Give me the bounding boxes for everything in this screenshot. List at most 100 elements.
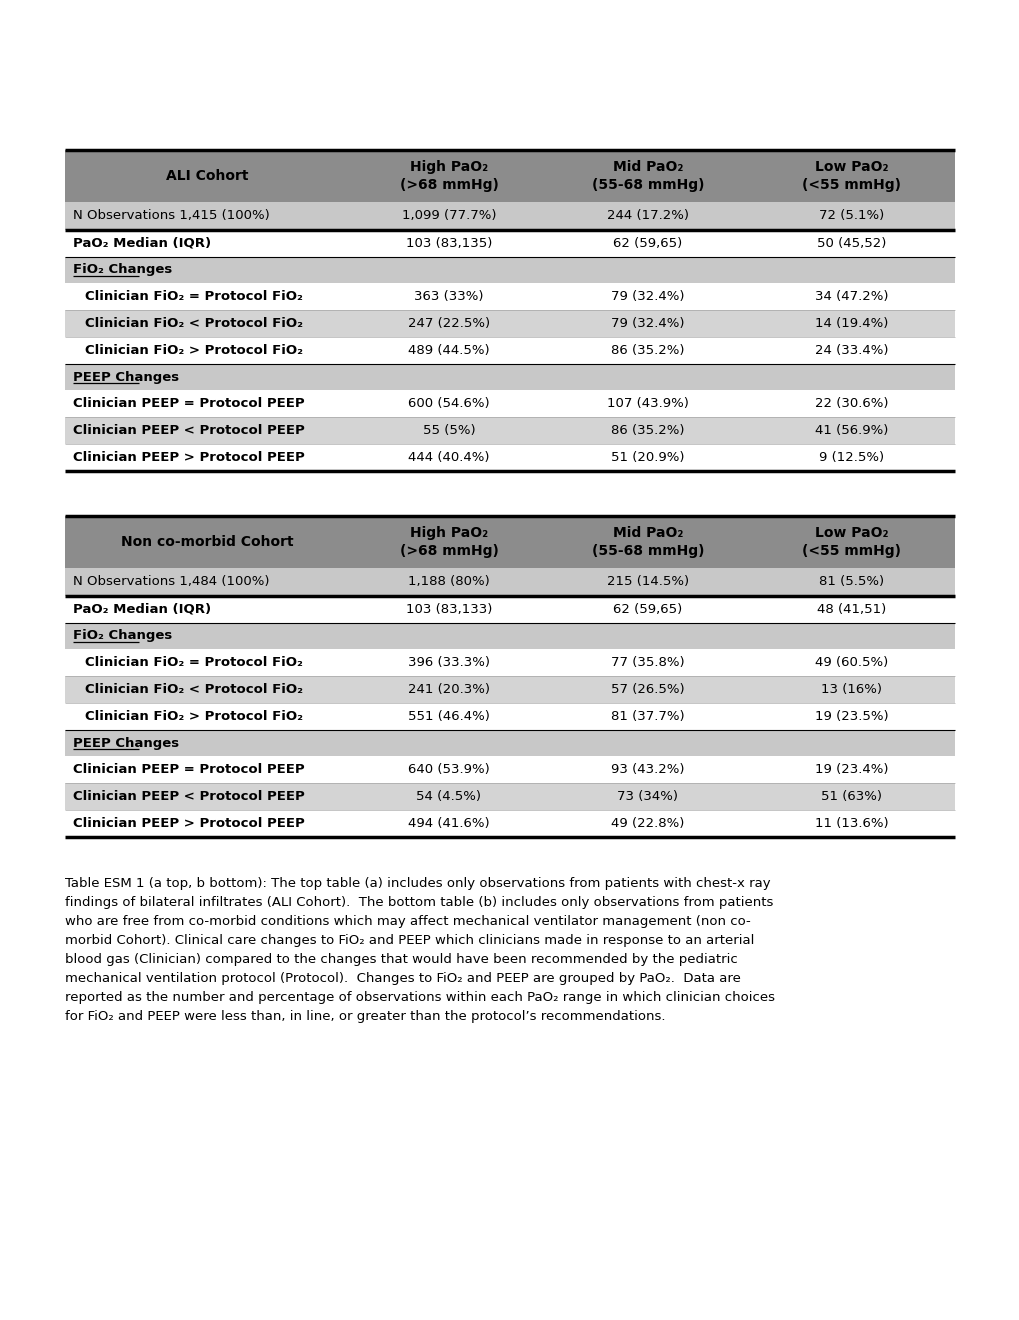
Text: 81 (5.5%): 81 (5.5%) [818,576,883,589]
Text: 49 (22.8%): 49 (22.8%) [610,817,684,830]
Text: Clinician FiO₂ > Protocol FiO₂: Clinician FiO₂ > Protocol FiO₂ [85,345,303,356]
Text: High PaO₂: High PaO₂ [410,160,487,174]
Text: 79 (32.4%): 79 (32.4%) [610,290,684,304]
Text: reported as the number and percentage of observations within each PaO₂ range in : reported as the number and percentage of… [65,991,774,1005]
Text: Clinician FiO₂ = Protocol FiO₂: Clinician FiO₂ = Protocol FiO₂ [85,290,303,304]
Bar [65,516,954,568]
Text: 81 (37.7%): 81 (37.7%) [610,710,684,723]
Text: 86 (35.2%): 86 (35.2%) [610,424,684,437]
Text: 14 (19.4%): 14 (19.4%) [814,317,888,330]
Text: PaO₂ Median (IQR): PaO₂ Median (IQR) [73,238,211,249]
Text: Clinician PEEP < Protocol PEEP: Clinician PEEP < Protocol PEEP [73,789,305,803]
Text: 19 (23.4%): 19 (23.4%) [814,763,888,776]
Text: who are free from co-morbid conditions which may affect mechanical ventilator ma: who are free from co-morbid conditions w… [65,915,750,928]
Text: 103 (83,135): 103 (83,135) [406,238,492,249]
Text: 551 (46.4%): 551 (46.4%) [408,710,489,723]
Text: 107 (43.9%): 107 (43.9%) [606,397,688,411]
Text: FiO₂ Changes: FiO₂ Changes [73,264,172,276]
Text: 103 (83,133): 103 (83,133) [406,603,492,616]
Text: Clinician FiO₂ < Protocol FiO₂: Clinician FiO₂ < Protocol FiO₂ [85,682,303,696]
Text: (>68 mmHg): (>68 mmHg) [399,544,498,558]
Text: 34 (47.2%): 34 (47.2%) [814,290,888,304]
Bar [65,730,954,756]
Text: 49 (60.5%): 49 (60.5%) [814,656,888,669]
Text: 13 (16%): 13 (16%) [820,682,881,696]
Text: 62 (59,65): 62 (59,65) [612,603,682,616]
Text: 22 (30.6%): 22 (30.6%) [814,397,888,411]
Text: 77 (35.8%): 77 (35.8%) [610,656,684,669]
Text: Clinician FiO₂ < Protocol FiO₂: Clinician FiO₂ < Protocol FiO₂ [85,317,303,330]
Text: 247 (22.5%): 247 (22.5%) [408,317,489,330]
Text: 24 (33.4%): 24 (33.4%) [814,345,888,356]
Bar [65,150,954,202]
Bar [65,783,954,810]
Text: Mid PaO₂: Mid PaO₂ [612,527,683,540]
Text: Non co-morbid Cohort: Non co-morbid Cohort [121,535,293,549]
Text: (55-68 mmHg): (55-68 mmHg) [591,178,703,191]
Text: 55 (5%): 55 (5%) [422,424,475,437]
Text: 72 (5.1%): 72 (5.1%) [818,210,883,223]
Text: 600 (54.6%): 600 (54.6%) [408,397,489,411]
Bar [65,676,954,704]
Text: 396 (33.3%): 396 (33.3%) [408,656,489,669]
Text: 494 (41.6%): 494 (41.6%) [408,817,489,830]
Text: Clinician FiO₂ > Protocol FiO₂: Clinician FiO₂ > Protocol FiO₂ [85,710,303,723]
Bar [65,623,954,649]
Text: 1,188 (80%): 1,188 (80%) [408,576,489,589]
Bar [65,597,954,623]
Text: Low PaO₂: Low PaO₂ [814,160,888,174]
Text: 215 (14.5%): 215 (14.5%) [606,576,689,589]
Text: (55-68 mmHg): (55-68 mmHg) [591,544,703,558]
Text: mechanical ventilation protocol (Protocol).  Changes to FiO₂ and PEEP are groupe: mechanical ventilation protocol (Protoco… [65,972,740,985]
Text: 48 (41,51): 48 (41,51) [816,603,886,616]
Text: (<55 mmHg): (<55 mmHg) [801,544,900,558]
Text: Clinician PEEP < Protocol PEEP: Clinician PEEP < Protocol PEEP [73,424,305,437]
Bar [65,417,954,444]
Bar [65,364,954,389]
Bar [65,704,954,730]
Bar [65,257,954,282]
Bar [65,756,954,783]
Text: 86 (35.2%): 86 (35.2%) [610,345,684,356]
Text: 244 (17.2%): 244 (17.2%) [606,210,688,223]
Bar [65,202,954,230]
Text: Clinician PEEP = Protocol PEEP: Clinician PEEP = Protocol PEEP [73,397,305,411]
Text: Low PaO₂: Low PaO₂ [814,527,888,540]
Text: 489 (44.5%): 489 (44.5%) [408,345,489,356]
Bar [65,230,954,257]
Text: 444 (40.4%): 444 (40.4%) [408,451,489,465]
Text: PaO₂ Median (IQR): PaO₂ Median (IQR) [73,603,211,616]
Bar [65,444,954,471]
Text: 640 (53.9%): 640 (53.9%) [408,763,489,776]
Text: FiO₂ Changes: FiO₂ Changes [73,630,172,643]
Text: N Observations 1,415 (100%): N Observations 1,415 (100%) [73,210,269,223]
Bar [65,389,954,417]
Text: 51 (20.9%): 51 (20.9%) [610,451,684,465]
Text: 11 (13.6%): 11 (13.6%) [814,817,888,830]
Bar [65,649,954,676]
Text: Clinician PEEP > Protocol PEEP: Clinician PEEP > Protocol PEEP [73,817,305,830]
Text: morbid Cohort). Clinical care changes to FiO₂ and PEEP which clinicians made in : morbid Cohort). Clinical care changes to… [65,935,754,946]
Text: 54 (4.5%): 54 (4.5%) [416,789,481,803]
Text: 73 (34%): 73 (34%) [616,789,678,803]
Text: Clinician PEEP > Protocol PEEP: Clinician PEEP > Protocol PEEP [73,451,305,465]
Bar [65,310,954,337]
Text: N Observations 1,484 (100%): N Observations 1,484 (100%) [73,576,269,589]
Text: 363 (33%): 363 (33%) [414,290,483,304]
Text: (<55 mmHg): (<55 mmHg) [801,178,900,191]
Text: PEEP Changes: PEEP Changes [73,371,179,384]
Text: Mid PaO₂: Mid PaO₂ [612,160,683,174]
Text: ALI Cohort: ALI Cohort [166,169,249,183]
Text: 9 (12.5%): 9 (12.5%) [818,451,883,465]
Text: (>68 mmHg): (>68 mmHg) [399,178,498,191]
Text: for FiO₂ and PEEP were less than, in line, or greater than the protocol’s recomm: for FiO₂ and PEEP were less than, in lin… [65,1010,664,1023]
Text: 50 (45,52): 50 (45,52) [816,238,886,249]
Text: Table ESM 1 (a top, b bottom): The top table (a) includes only observations from: Table ESM 1 (a top, b bottom): The top t… [65,876,770,890]
Text: 93 (43.2%): 93 (43.2%) [610,763,684,776]
Text: findings of bilateral infiltrates (ALI Cohort).  The bottom table (b) includes o: findings of bilateral infiltrates (ALI C… [65,896,772,909]
Text: 1,099 (77.7%): 1,099 (77.7%) [401,210,496,223]
Bar [65,337,954,364]
Text: 62 (59,65): 62 (59,65) [612,238,682,249]
Text: 57 (26.5%): 57 (26.5%) [610,682,684,696]
Bar [65,810,954,837]
